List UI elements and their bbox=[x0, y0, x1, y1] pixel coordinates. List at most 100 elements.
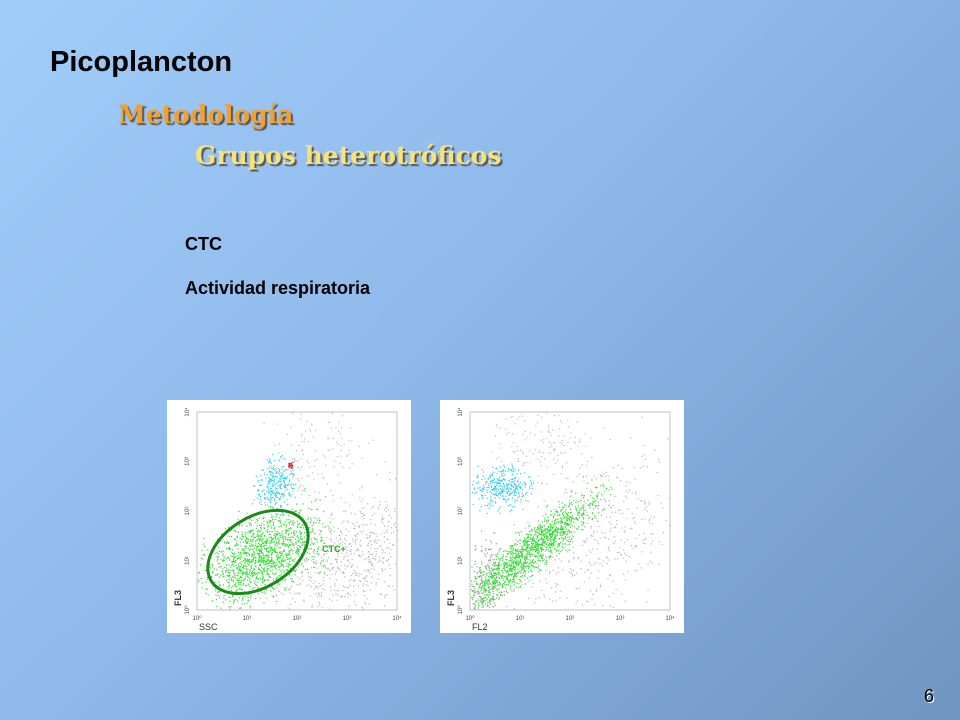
event-dot bbox=[545, 513, 547, 515]
event-dot bbox=[483, 589, 485, 591]
event-dot bbox=[500, 548, 502, 550]
event-dot bbox=[380, 593, 382, 596]
event-dot bbox=[300, 533, 302, 535]
event-dot bbox=[511, 558, 513, 561]
event-dot bbox=[552, 523, 554, 525]
event-dot bbox=[564, 536, 567, 538]
event-dot bbox=[546, 536, 548, 538]
event-dot bbox=[247, 540, 249, 542]
event-dot bbox=[525, 548, 527, 550]
event-dot bbox=[353, 553, 356, 555]
event-dot bbox=[254, 561, 256, 564]
event-dot bbox=[238, 579, 240, 581]
event-dot bbox=[295, 483, 297, 485]
event-dot bbox=[288, 564, 290, 566]
event-dot bbox=[581, 453, 583, 455]
event-dot bbox=[303, 599, 305, 601]
event-dot bbox=[486, 565, 488, 567]
event-dot bbox=[548, 557, 550, 559]
event-dot bbox=[541, 544, 543, 546]
event-dot bbox=[301, 571, 303, 573]
event-dot bbox=[294, 558, 296, 560]
event-dot bbox=[359, 539, 361, 541]
event-dot bbox=[260, 544, 263, 546]
event-dot bbox=[608, 521, 610, 523]
event-dot bbox=[498, 557, 500, 559]
event-dot bbox=[485, 576, 487, 578]
event-dot bbox=[507, 584, 509, 586]
event-dot bbox=[631, 512, 633, 514]
event-dot bbox=[508, 495, 510, 497]
event-dot bbox=[554, 540, 556, 542]
event-dot bbox=[377, 561, 379, 563]
event-dot bbox=[284, 495, 286, 497]
event-dot bbox=[300, 435, 303, 437]
event-dot bbox=[321, 607, 323, 609]
y-tick-label: 10² bbox=[458, 507, 464, 516]
event-dot bbox=[482, 574, 484, 576]
event-dot bbox=[239, 553, 241, 555]
event-dot bbox=[496, 473, 498, 475]
event-dot bbox=[300, 413, 302, 415]
event-dot bbox=[299, 546, 301, 549]
event-dot bbox=[590, 525, 592, 528]
event-dot bbox=[308, 475, 310, 478]
event-dot bbox=[385, 506, 387, 509]
event-dot bbox=[537, 553, 539, 555]
event-dot bbox=[480, 590, 482, 592]
event-dot bbox=[526, 546, 528, 548]
event-dot bbox=[362, 498, 364, 500]
event-dot bbox=[513, 566, 515, 568]
event-dot bbox=[586, 554, 588, 556]
event-dot bbox=[260, 484, 262, 486]
event-dot bbox=[342, 547, 344, 549]
event-dot bbox=[274, 483, 276, 485]
event-dot bbox=[286, 433, 288, 435]
event-dot bbox=[524, 582, 526, 584]
event-dot bbox=[259, 540, 261, 542]
event-dot bbox=[515, 539, 517, 541]
event-dot bbox=[549, 432, 551, 434]
event-dot bbox=[267, 547, 269, 550]
event-dot bbox=[604, 532, 606, 534]
event-dot bbox=[244, 551, 246, 553]
event-dot bbox=[290, 472, 292, 474]
event-dot bbox=[242, 565, 244, 567]
event-dot bbox=[286, 568, 288, 571]
event-dot bbox=[548, 530, 550, 532]
event-dot bbox=[509, 504, 511, 506]
event-dot bbox=[329, 517, 331, 519]
event-dot bbox=[235, 538, 237, 540]
event-dot bbox=[562, 540, 564, 542]
event-dot bbox=[238, 510, 240, 512]
event-dot bbox=[493, 471, 495, 473]
event-dot bbox=[211, 600, 213, 602]
event-dot bbox=[231, 552, 234, 554]
event-dot bbox=[301, 575, 303, 577]
event-dot bbox=[490, 556, 492, 558]
event-dot bbox=[348, 440, 350, 442]
event-dot bbox=[286, 499, 288, 501]
event-dot bbox=[486, 581, 488, 584]
event-dot bbox=[493, 599, 495, 601]
event-dot bbox=[376, 542, 378, 544]
event-dot bbox=[607, 578, 609, 580]
event-dot bbox=[274, 494, 276, 496]
event-dot bbox=[524, 542, 526, 544]
event-dot bbox=[308, 548, 310, 550]
event-dot bbox=[527, 571, 530, 573]
event-dot bbox=[479, 488, 481, 490]
event-dot bbox=[570, 519, 572, 521]
event-dot bbox=[500, 473, 502, 475]
event-dot bbox=[286, 558, 288, 560]
event-dot bbox=[286, 488, 288, 490]
event-dot bbox=[236, 567, 238, 569]
event-dot bbox=[272, 506, 274, 508]
event-dot bbox=[228, 585, 230, 587]
event-dot bbox=[506, 418, 508, 420]
event-dot bbox=[563, 492, 566, 494]
event-dot bbox=[260, 590, 262, 592]
event-dot bbox=[282, 530, 284, 532]
event-dot bbox=[576, 519, 578, 521]
event-dot bbox=[280, 506, 282, 508]
